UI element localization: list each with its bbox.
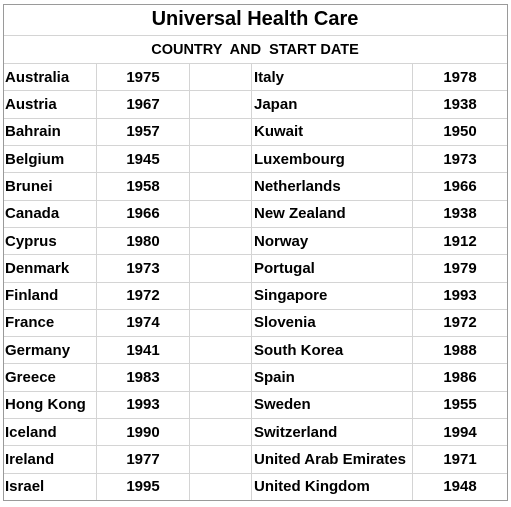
country-cell: Luxembourg [252,145,413,174]
year-cell: 1958 [97,173,190,201]
country-cell: Austria [3,91,97,119]
country-cell: United Kingdom [252,473,413,501]
empty-cell [190,200,252,228]
year-cell: 1945 [97,145,190,174]
empty-cell [190,255,252,283]
country-cell: Bahrain [3,118,97,146]
empty-cell [190,91,252,119]
year-cell: 1986 [413,364,508,392]
country-cell: Brunei [3,173,97,201]
country-cell: Norway [252,227,413,256]
empty-cell [190,64,252,92]
year-cell: 1993 [97,391,190,420]
country-cell: Portugal [252,255,413,283]
year-cell: 1994 [413,419,508,447]
year-cell: 1938 [413,200,508,228]
year-cell: 1950 [413,118,508,146]
empty-cell [190,337,252,365]
year-cell: 1966 [413,173,508,201]
country-cell: Belgium [3,145,97,174]
year-cell: 1973 [97,255,190,283]
year-cell: 1972 [413,309,508,338]
year-cell: 1912 [413,227,508,256]
empty-cell [190,173,252,201]
country-cell: Singapore [252,282,413,310]
year-cell: 1988 [413,337,508,365]
year-cell: 1995 [97,473,190,501]
table-title: Universal Health Care [3,4,508,36]
country-cell: Italy [252,64,413,92]
year-cell: 1955 [413,391,508,420]
year-cell: 1971 [413,446,508,474]
year-cell: 1993 [413,282,508,310]
year-cell: 1967 [97,91,190,119]
year-cell: 1980 [97,227,190,256]
year-cell: 1973 [413,145,508,174]
year-cell: 1990 [97,419,190,447]
country-cell: Israel [3,473,97,501]
year-cell: 1941 [97,337,190,365]
year-cell: 1972 [97,282,190,310]
empty-cell [190,309,252,338]
empty-cell [190,446,252,474]
country-cell: New Zealand [252,200,413,228]
empty-cell [190,473,252,501]
empty-cell [190,364,252,392]
country-cell: Iceland [3,419,97,447]
country-cell: Sweden [252,391,413,420]
year-cell: 1974 [97,309,190,338]
country-cell: Netherlands [252,173,413,201]
country-cell: Ireland [3,446,97,474]
country-cell: Denmark [3,255,97,283]
year-cell: 1978 [413,64,508,92]
year-cell: 1966 [97,200,190,228]
empty-cell [190,391,252,420]
country-cell: Australia [3,64,97,92]
country-cell: Cyprus [3,227,97,256]
country-cell: Japan [252,91,413,119]
country-cell: Switzerland [252,419,413,447]
table-subtitle: COUNTRY AND START DATE [3,36,508,64]
year-cell: 1977 [97,446,190,474]
country-cell: Hong Kong [3,391,97,420]
country-cell: United Arab Emirates [252,446,413,474]
country-cell: Slovenia [252,309,413,338]
country-cell: South Korea [252,337,413,365]
year-cell: 1957 [97,118,190,146]
empty-cell [190,282,252,310]
country-cell: Kuwait [252,118,413,146]
empty-cell [190,145,252,174]
year-cell: 1975 [97,64,190,92]
empty-cell [190,227,252,256]
empty-cell [190,118,252,146]
country-cell: Finland [3,282,97,310]
year-cell: 1983 [97,364,190,392]
country-cell: Canada [3,200,97,228]
year-cell: 1979 [413,255,508,283]
year-cell: 1948 [413,473,508,501]
country-cell: Greece [3,364,97,392]
year-cell: 1938 [413,91,508,119]
country-cell: France [3,309,97,338]
country-cell: Spain [252,364,413,392]
empty-cell [190,419,252,447]
country-cell: Germany [3,337,97,365]
